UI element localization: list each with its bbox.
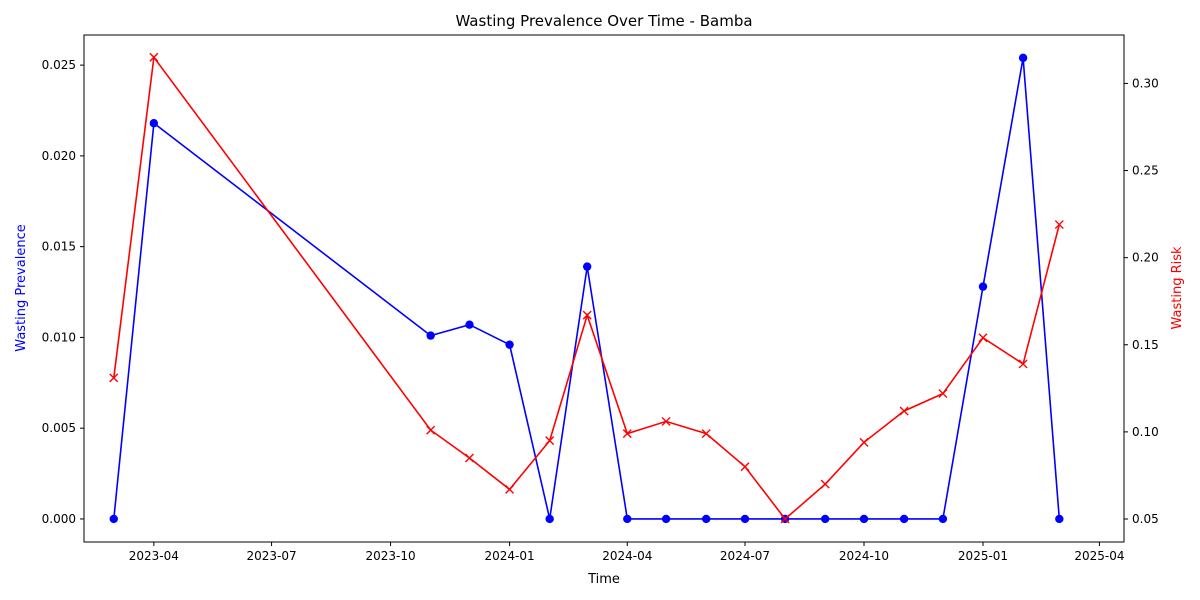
series-0-point-16: [978, 282, 988, 291]
y-left-tick-label-3: 0.015: [42, 240, 76, 254]
series-0-point-1: [149, 119, 159, 128]
x-tick-label-7: 2025-01: [958, 549, 1008, 563]
x-axis-label: Time: [587, 572, 620, 587]
series-1-point-13: [859, 437, 869, 447]
series-1-point-15: [938, 389, 948, 399]
series-0-point-10: [740, 514, 750, 524]
y-left-tick-label-1: 0.005: [42, 421, 76, 435]
x-tick-label-8: 2025-04: [1074, 549, 1124, 563]
series-1-point-0: [109, 373, 119, 383]
series-layer: [109, 52, 1064, 524]
series-1-point-11: [780, 514, 790, 524]
x-tick-label-5: 2024-07: [720, 549, 770, 563]
y-right-tick-label-3: 0.20: [1132, 251, 1159, 265]
y-axis-left-label: Wasting Prevalence: [14, 224, 29, 351]
series-1-point-18: [1054, 220, 1064, 230]
x-tick-label-1: 2023-07: [246, 549, 296, 563]
series-0-point-18: [1055, 514, 1064, 524]
series-1-point-8: [661, 416, 671, 426]
series-1-point-2: [426, 425, 436, 435]
y-right-tick-label-0: 0.05: [1132, 512, 1159, 526]
series-0-point-3: [465, 320, 474, 329]
x-tick-label-2: 2023-10: [365, 549, 415, 563]
plot-area: [83, 34, 1125, 543]
series-0-point-9: [701, 514, 711, 524]
y-left-tick-label-0: 0.000: [42, 512, 76, 526]
series-0-point-15: [938, 514, 948, 524]
y-left-tick-label-2: 0.010: [42, 330, 76, 344]
y-left-tick-label-5: 0.025: [42, 58, 76, 72]
series-1-point-6: [582, 310, 592, 320]
y-axis-right-label: Wasting Risk: [1170, 246, 1185, 330]
x-tick-label-6: 2024-10: [839, 549, 889, 563]
series-0-point-0: [109, 514, 118, 524]
x-tick-label-0: 2023-04: [129, 549, 179, 563]
series-0-point-17: [1018, 53, 1028, 63]
y-right-tick-label-4: 0.25: [1132, 164, 1159, 178]
y-right-tick-label-1: 0.10: [1132, 425, 1159, 439]
series-0-point-2: [426, 331, 435, 340]
series-1-point-4: [505, 484, 515, 494]
series-0-point-8: [661, 514, 671, 524]
series-0-point-5: [545, 514, 554, 524]
series-0-point-13: [859, 514, 869, 524]
x-axis: 2023-04 2023-07 2023-10 2024-01 2024-04 2024-…: [129, 542, 1124, 563]
series-line-1: [113, 55, 1061, 521]
series-1-point-7: [622, 429, 632, 439]
series-1-point-5: [545, 436, 555, 446]
series-1-point-9: [701, 429, 711, 439]
series-0-point-4: [505, 340, 514, 349]
y-right-tick-label-2: 0.15: [1132, 338, 1159, 352]
y-axis-left: 0.000 0.005 0.010 0.015 0.020 0.025: [42, 58, 84, 526]
series-0-point-6: [582, 262, 592, 271]
series-1-point-17: [1018, 359, 1028, 369]
series-1-point-16: [978, 333, 988, 343]
x-tick-label-3: 2024-01: [485, 549, 535, 563]
series-1-point-14: [899, 406, 909, 416]
series-1-point-3: [464, 453, 474, 463]
series-0-point-14: [899, 514, 909, 524]
series-0-point-7: [623, 514, 632, 524]
y-right-tick-label-5: 0.30: [1132, 76, 1159, 90]
series-1-point-1: [149, 52, 159, 62]
series-0-point-12: [820, 514, 830, 524]
x-tick-label-4: 2024-04: [602, 549, 652, 563]
y-left-tick-label-4: 0.020: [42, 149, 76, 163]
series-1-point-12: [820, 479, 830, 489]
series-line-0: [113, 57, 1061, 520]
series-1-point-10: [740, 462, 750, 472]
y-axis-right: 0.05 0.10 0.15 0.20 0.25 0.30: [1124, 76, 1159, 526]
chart-title: Wasting Prevalence Over Time - Bamba: [455, 12, 752, 30]
